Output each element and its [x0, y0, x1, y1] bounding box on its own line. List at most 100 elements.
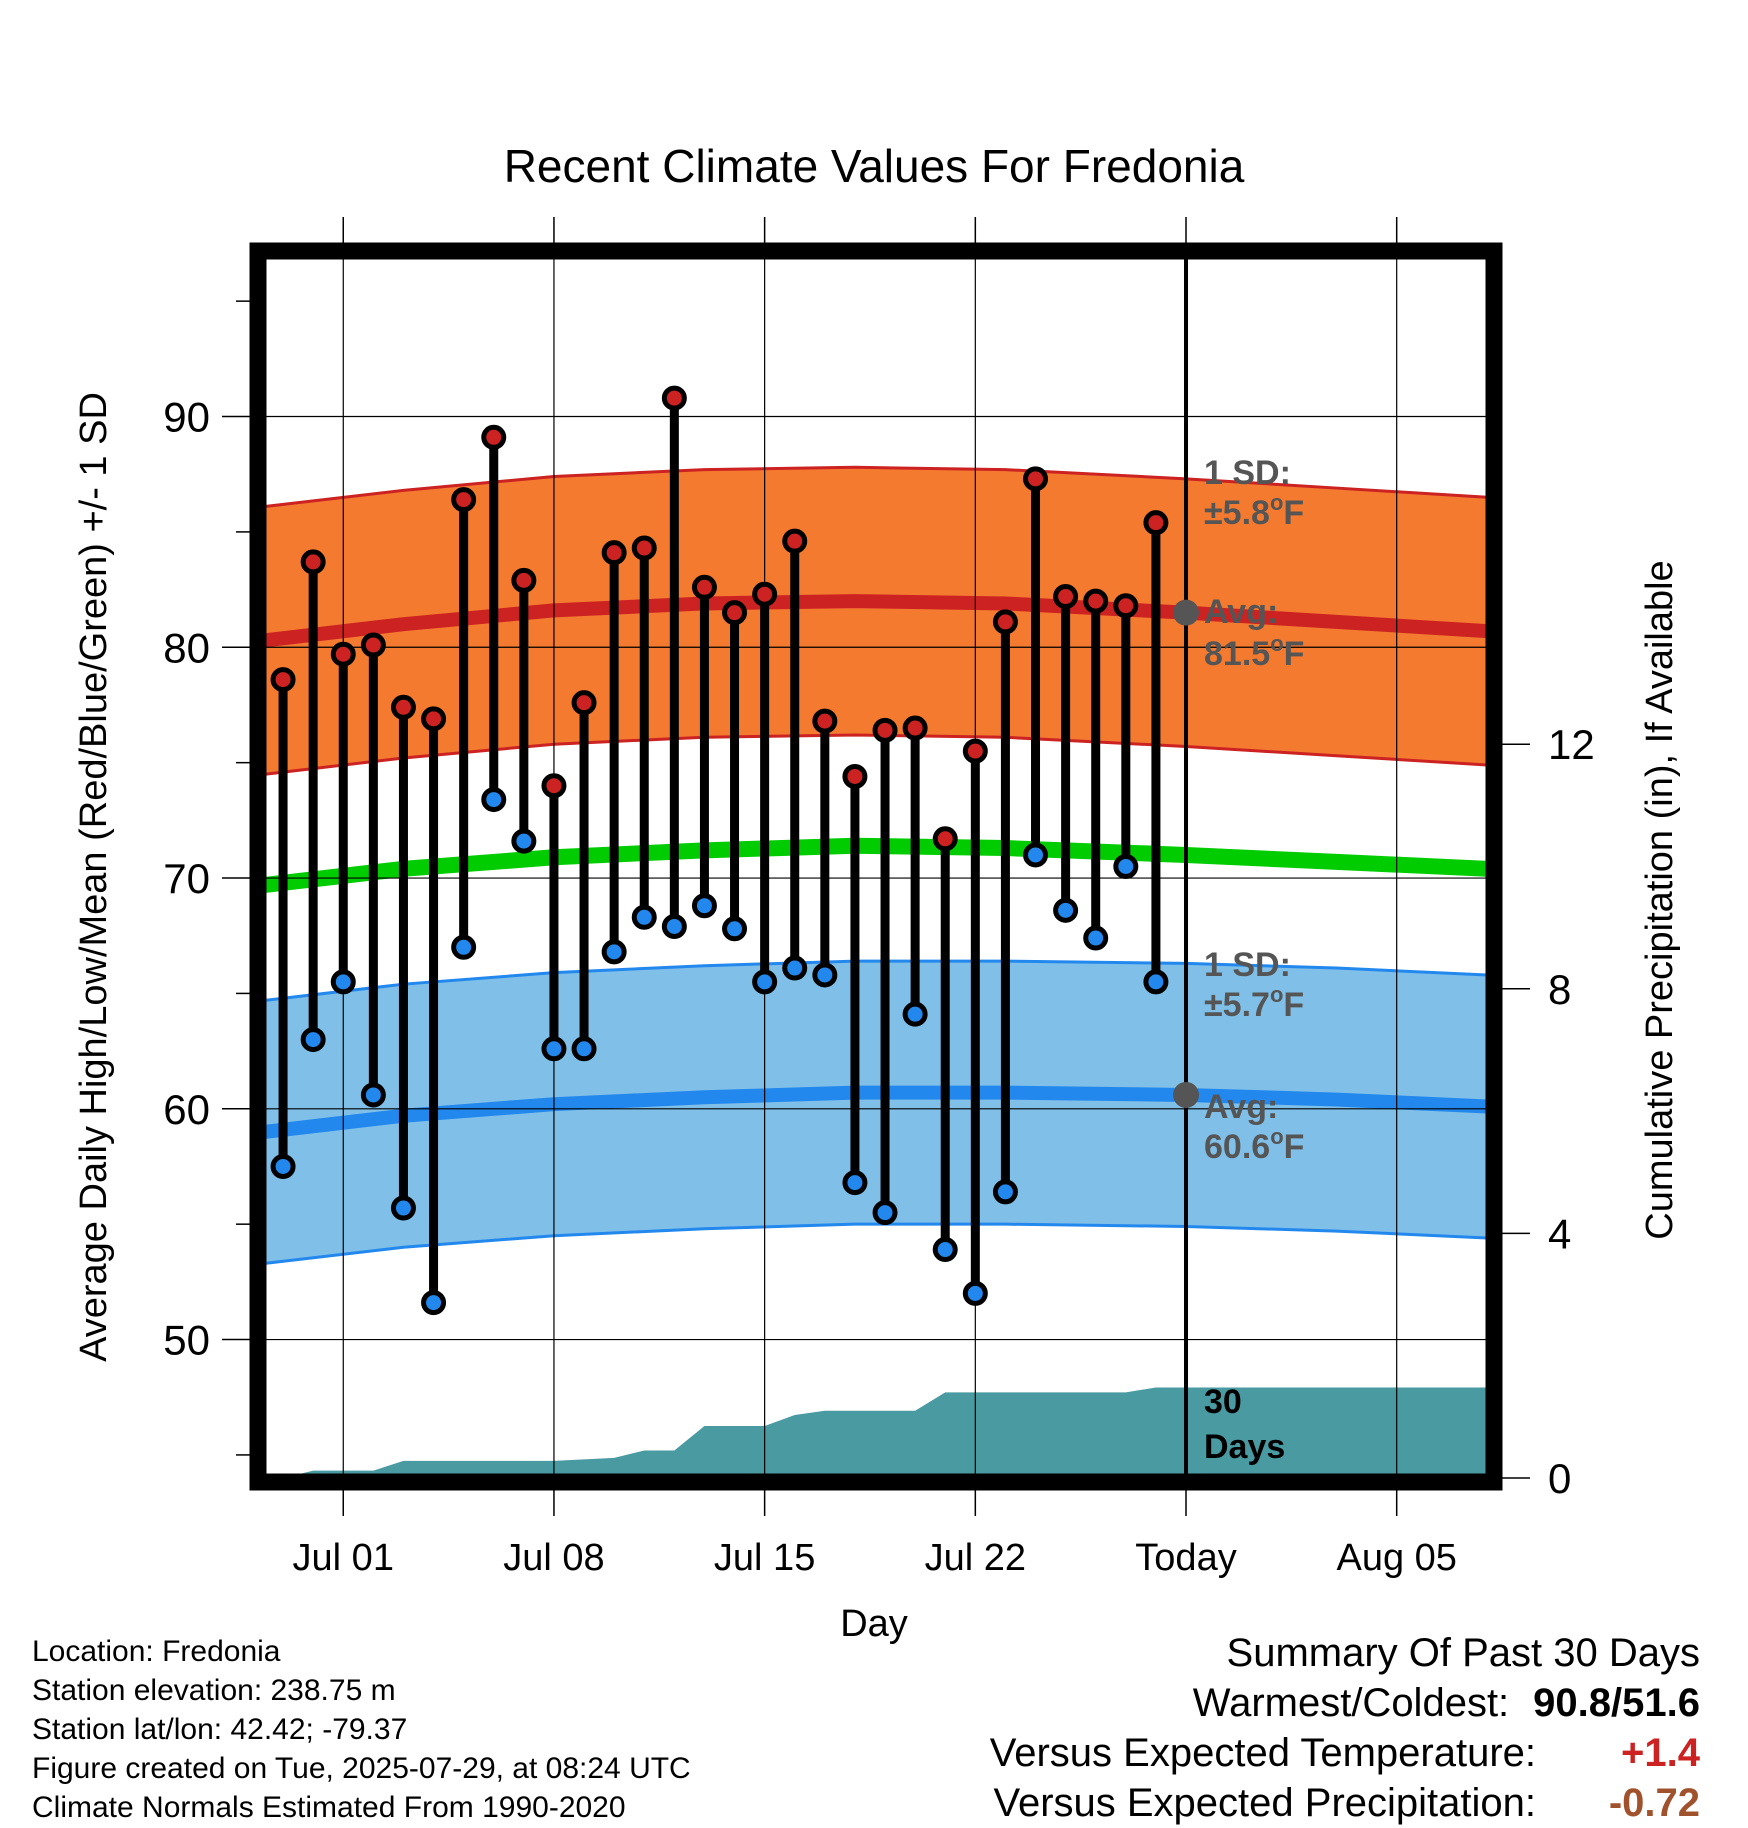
x-axis-label: Day: [840, 1603, 908, 1645]
high-avg-label: Avg:: [1204, 593, 1278, 631]
high-point: [300, 549, 326, 575]
y-tick-label: 70: [163, 855, 210, 902]
low-point: [1083, 925, 1109, 951]
temp-label: Versus Expected Temperature:: [989, 1731, 1536, 1775]
high-point: [330, 641, 356, 667]
high-point: [842, 764, 868, 790]
low-point: [902, 1001, 928, 1027]
summary-warm-cold: Warmest/Coldest: 90.8/51.6: [990, 1678, 1700, 1728]
high-sd-upper-line: [264, 465, 1488, 509]
y-tick-label: 80: [163, 624, 210, 671]
low-point: [752, 969, 778, 995]
low-avg-label: Avg:: [1204, 1088, 1278, 1126]
summary-panel: Summary Of Past 30 Days Warmest/Coldest:…: [990, 1628, 1700, 1828]
low-point: [842, 1170, 868, 1196]
high-avg-line: [264, 594, 1488, 648]
y2-axis-label: Cumulative Precipitation (in), If Availa…: [1639, 560, 1681, 1239]
y-tick-label: 60: [163, 1086, 210, 1133]
low-point: [992, 1179, 1018, 1205]
high-avg-value: 81.5oF: [1204, 631, 1304, 673]
plot-frame: [249, 242, 1503, 1491]
high-point: [390, 694, 416, 720]
high-point: [722, 600, 748, 626]
high-point: [1083, 588, 1109, 614]
latlon-text: Station lat/lon: 42.42; -79.37: [32, 1713, 408, 1746]
location-text: Location: Fredonia: [32, 1635, 281, 1668]
high-point: [541, 773, 567, 799]
precip-area: [283, 1387, 1487, 1478]
daily-points: [270, 385, 1169, 1316]
high-point: [812, 708, 838, 734]
precip-label: Versus Expected Precipitation:: [993, 1781, 1536, 1825]
y-axis-label: Average Daily High/Low/Mean (Red/Blue/Gr…: [73, 392, 115, 1362]
high-point: [1023, 466, 1049, 492]
low-point: [1053, 897, 1079, 923]
high-point: [932, 826, 958, 852]
high-sd-label: 1 SD:: [1204, 454, 1291, 492]
low-point: [631, 904, 657, 930]
normal-bands: [264, 465, 1488, 1265]
low-point: [390, 1195, 416, 1221]
elevation-text: Station elevation: 238.75 m: [32, 1674, 396, 1707]
x-tick-label: Jul 01: [293, 1537, 394, 1579]
low-point: [601, 939, 627, 965]
high-sd-lower-line: [264, 733, 1488, 776]
y-tick-label: 50: [163, 1317, 210, 1364]
high-point: [902, 715, 928, 741]
low-point: [1143, 969, 1169, 995]
low-point: [511, 828, 537, 854]
window-label-number: 30: [1204, 1383, 1242, 1421]
plot-border: [249, 242, 1503, 1491]
x-tick-label: Aug 05: [1336, 1537, 1456, 1579]
y-tick-label: 90: [163, 394, 210, 441]
low-point: [1113, 854, 1139, 879]
x-tick-label: Today: [1135, 1537, 1236, 1579]
chart-title: Recent Climate Values For Fredonia: [504, 140, 1245, 192]
low-sd-label: 1 SD:: [1204, 946, 1291, 984]
created-text: Figure created on Tue, 2025-07-29, at 08…: [32, 1752, 691, 1785]
high-point: [481, 424, 507, 450]
low-point: [782, 955, 808, 981]
high-point: [1053, 584, 1079, 610]
low-point: [661, 913, 687, 939]
high-point: [1113, 593, 1139, 619]
mean-avg-line: [264, 837, 1488, 893]
low-point: [451, 934, 477, 960]
y2-tick-label: 0: [1548, 1455, 1571, 1502]
summary-temp: Versus Expected Temperature: +1.4: [990, 1728, 1700, 1778]
low-point: [270, 1153, 296, 1179]
summary-precip: Versus Expected Precipitation: -0.72: [990, 1778, 1700, 1828]
high-sd-value: ±5.8oF: [1204, 490, 1304, 532]
high-point: [1143, 510, 1169, 536]
window-label-days: Days: [1204, 1428, 1285, 1466]
warm-cold-value: 90.8/51.6: [1533, 1681, 1700, 1725]
low-point: [872, 1200, 898, 1226]
summary-title: Summary Of Past 30 Days: [1226, 1631, 1700, 1675]
high-point: [421, 706, 447, 732]
normals-text: Climate Normals Estimated From 1990-2020: [32, 1791, 626, 1824]
low-point: [1023, 842, 1049, 868]
warm-cold-label: Warmest/Coldest:: [1192, 1681, 1510, 1725]
low-point: [360, 1082, 386, 1108]
low-point: [421, 1290, 447, 1316]
low-point: [330, 969, 356, 995]
high-point: [691, 574, 717, 600]
precip-value: -0.72: [1608, 1781, 1700, 1825]
low-point: [932, 1237, 958, 1263]
high-point: [270, 667, 296, 693]
y2-tick-label: 12: [1548, 721, 1595, 768]
x-tick-label: Jul 15: [714, 1537, 815, 1579]
temp-value: +1.4: [1621, 1731, 1700, 1775]
high-point: [962, 738, 988, 764]
axes: Jul 01 Jul 08 Jul 15 Jul 22 Today Aug 05 50 60 7…: [163, 217, 1595, 1579]
high-point: [631, 535, 657, 561]
high-point: [360, 632, 386, 658]
station-info: Location: Fredonia Station elevation: 23…: [32, 1632, 691, 1827]
high-point: [782, 528, 808, 554]
high-point: [601, 540, 627, 566]
y2-tick-label: 8: [1548, 966, 1571, 1013]
high-sd-band: [265, 467, 1487, 775]
high-point: [992, 609, 1018, 635]
